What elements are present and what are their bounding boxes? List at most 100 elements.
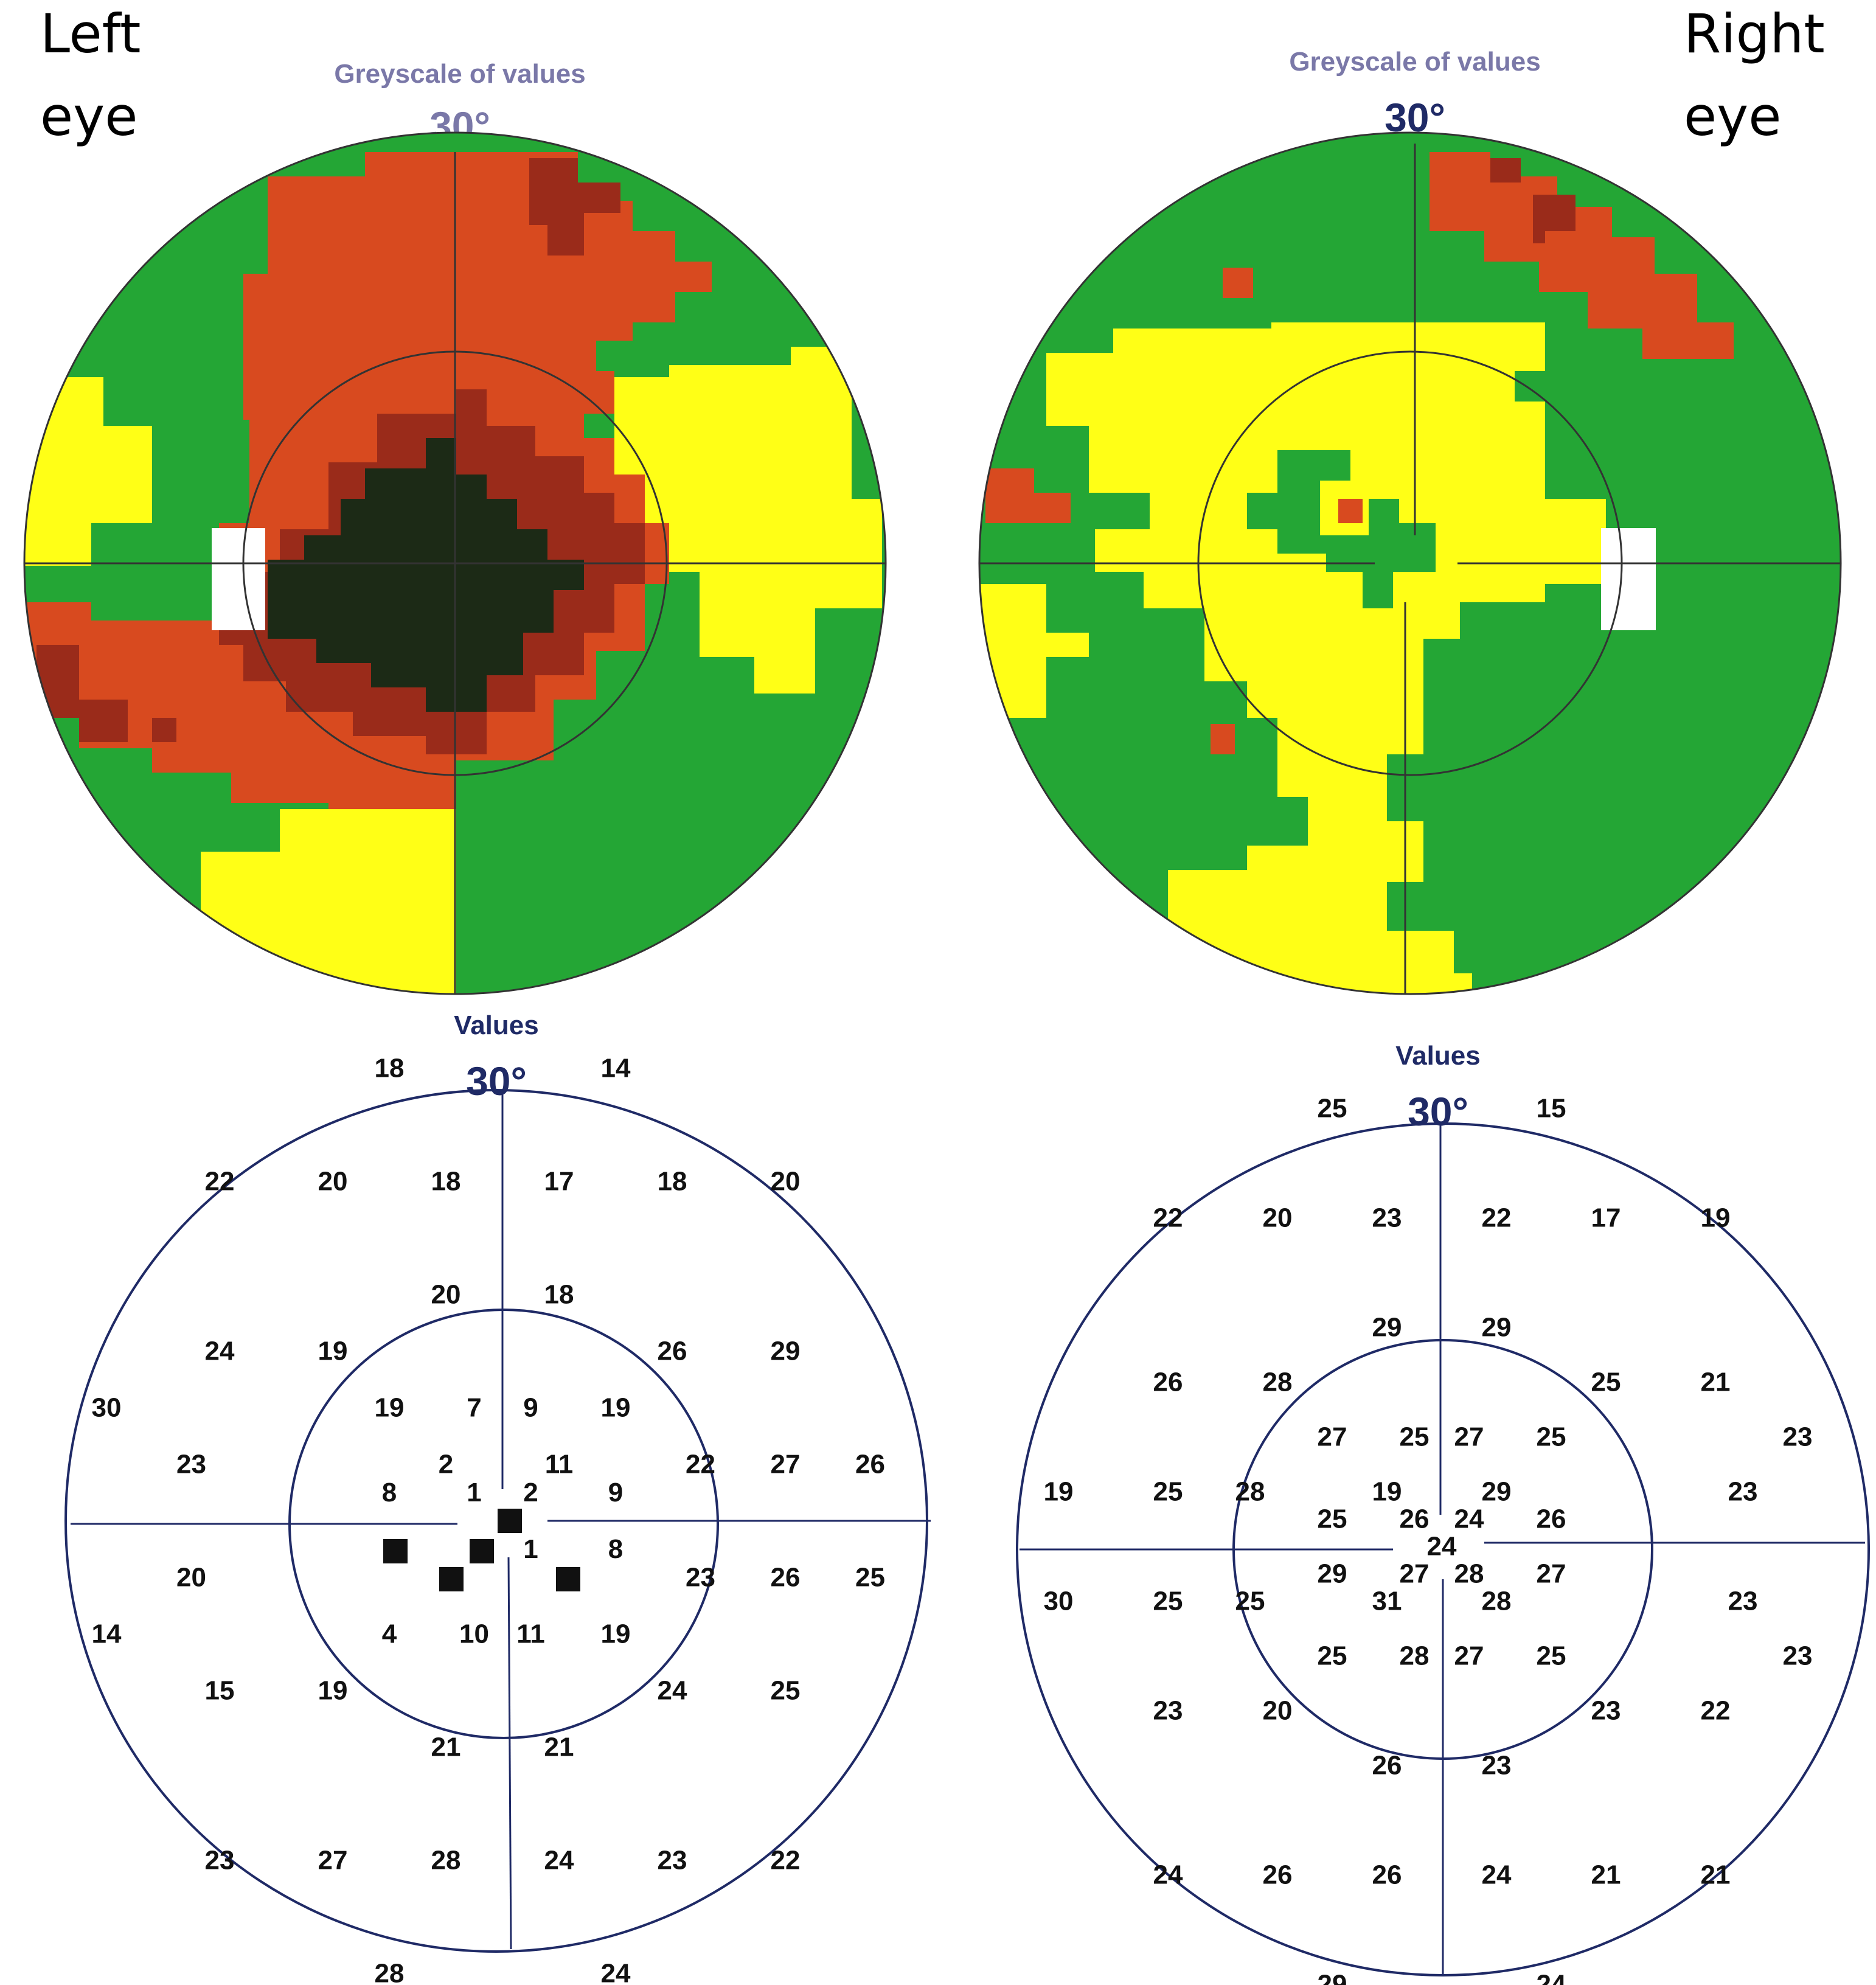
left-values-threshold: 2	[439, 1450, 453, 1479]
left-values-threshold: 11	[516, 1619, 545, 1649]
left-values-threshold: 26	[855, 1450, 885, 1479]
left-values-threshold: 27	[771, 1450, 801, 1479]
right-values-threshold: 22	[1701, 1696, 1731, 1726]
left-values-absolute-defect-marker	[439, 1567, 464, 1591]
left-values-title: Values	[454, 1010, 538, 1040]
right-values-threshold: 22	[1482, 1203, 1512, 1233]
left-values-threshold: 9	[608, 1478, 623, 1507]
right-values-threshold: 23	[1482, 1751, 1512, 1781]
right-values-threshold: 24	[1454, 1504, 1484, 1534]
right-values-threshold: 25	[1537, 1641, 1566, 1671]
left-values-threshold: 23	[686, 1563, 715, 1593]
right-values-threshold: 29	[1318, 1559, 1347, 1589]
right-values-threshold: 21	[1701, 1860, 1731, 1890]
right-values-threshold: 29	[1372, 1313, 1402, 1343]
left-values-v-axis-bottom	[507, 1557, 512, 1950]
left-values-threshold: 28	[431, 1846, 461, 1875]
right-values-threshold: 17	[1591, 1203, 1621, 1233]
right-eye-label-line2: eye	[1684, 85, 1781, 148]
left-values-threshold: 18	[431, 1167, 461, 1197]
right-values-threshold: 26	[1153, 1368, 1183, 1397]
right-values-threshold: 21	[1701, 1368, 1731, 1397]
left-values-threshold: 1	[523, 1534, 538, 1564]
right-values-threshold: 22	[1153, 1203, 1183, 1233]
right-values-threshold: 29	[1482, 1477, 1512, 1507]
left-values-threshold: 28	[375, 1959, 405, 1985]
left-values-absolute-defect-marker	[383, 1539, 408, 1563]
right-values-threshold: 24	[1537, 1970, 1566, 1985]
right-values-title: Values	[1395, 1041, 1480, 1071]
left-values-threshold: 19	[601, 1619, 631, 1649]
right-values-threshold: 28	[1235, 1477, 1265, 1507]
right-values-threshold: 25	[1153, 1477, 1183, 1507]
right-values-threshold: 27	[1537, 1559, 1566, 1589]
right-values-threshold: 28	[1482, 1587, 1512, 1616]
right-greyscale-title: Greyscale of values	[1289, 47, 1540, 77]
left-values-threshold: 17	[544, 1167, 574, 1197]
right-values-threshold: 26	[1372, 1860, 1402, 1890]
left-values-threshold: 19	[375, 1393, 405, 1423]
right-values-threshold: 23	[1728, 1477, 1758, 1507]
right-values-threshold: 26	[1372, 1751, 1402, 1781]
left-values-threshold: 20	[318, 1167, 348, 1197]
right-values-threshold: 26	[1537, 1504, 1566, 1534]
right-values-threshold: 28	[1454, 1559, 1484, 1589]
left-values-threshold: 22	[686, 1450, 715, 1479]
left-values-threshold: 23	[205, 1846, 235, 1875]
left-values-threshold: 19	[601, 1393, 631, 1423]
right-values-threshold: 26	[1400, 1504, 1430, 1534]
left-values-threshold: 26	[771, 1563, 801, 1593]
left-values-threshold: 25	[771, 1676, 801, 1706]
left-values-threshold: 30	[92, 1393, 122, 1423]
left-values-threshold: 29	[771, 1337, 801, 1366]
left-values-threshold: 22	[205, 1167, 235, 1197]
left-values-threshold: 18	[544, 1280, 574, 1310]
left-values-threshold: 23	[176, 1450, 206, 1479]
left-values-threshold: 10	[459, 1619, 489, 1649]
left-eye-label: Left	[40, 2, 141, 65]
left-values-threshold: 19	[318, 1337, 348, 1366]
left-values-threshold: 14	[92, 1619, 122, 1649]
right-values-threshold: 25	[1153, 1587, 1183, 1616]
left-values-threshold: 23	[658, 1846, 687, 1875]
left-values-absolute-defect-marker	[470, 1539, 494, 1563]
right-values-threshold: 27	[1400, 1559, 1430, 1589]
left-values-threshold: 27	[318, 1846, 348, 1875]
right-values-threshold: 19	[1701, 1203, 1731, 1233]
left-values-threshold: 24	[658, 1676, 687, 1706]
right-values-threshold: 19	[1372, 1477, 1402, 1507]
right-values-threshold: 27	[1454, 1422, 1484, 1452]
left-values-threshold: 25	[855, 1563, 885, 1593]
left-values-threshold: 24	[544, 1846, 574, 1875]
left-values-threshold: 22	[771, 1846, 801, 1875]
left-values-degree: 30°	[466, 1059, 527, 1104]
left-values-threshold: 24	[205, 1337, 235, 1366]
left-values-threshold: 4	[382, 1619, 397, 1649]
right-values-threshold: 25	[1400, 1422, 1430, 1452]
left-values-absolute-defect-marker	[556, 1567, 580, 1591]
left-values-threshold: 18	[375, 1054, 405, 1083]
right-values-threshold: 21	[1591, 1860, 1621, 1890]
right-values-threshold: 24	[1427, 1532, 1457, 1562]
right-values-threshold: 23	[1728, 1587, 1758, 1616]
right-values-threshold: 20	[1263, 1696, 1293, 1726]
right-values-degree: 30°	[1408, 1089, 1468, 1134]
right-greyscale-panel: Greyscale of values 30°	[978, 47, 1842, 995]
right-values-threshold: 29	[1318, 1970, 1347, 1985]
left-values-threshold: 8	[608, 1534, 623, 1564]
right-values-threshold: 25	[1318, 1641, 1347, 1671]
right-values-threshold: 23	[1372, 1203, 1402, 1233]
right-values-layer: 25 15 22 20 23 22 17 19 29 29 26 28 25 21 27 25 27 25 23 19…	[1044, 1094, 1813, 1985]
left-values-threshold: 21	[544, 1733, 574, 1762]
right-values-threshold: 23	[1783, 1422, 1813, 1452]
right-values-threshold: 25	[1537, 1422, 1566, 1452]
right-values-threshold: 25	[1235, 1587, 1265, 1616]
right-values-threshold: 26	[1263, 1860, 1293, 1890]
left-values-threshold: 19	[318, 1676, 348, 1706]
right-values-threshold: 25	[1318, 1504, 1347, 1534]
right-values-threshold: 31	[1372, 1587, 1402, 1616]
right-values-threshold: 23	[1153, 1696, 1183, 1726]
right-values-threshold: 19	[1044, 1477, 1074, 1507]
left-values-threshold: 11	[545, 1450, 574, 1479]
